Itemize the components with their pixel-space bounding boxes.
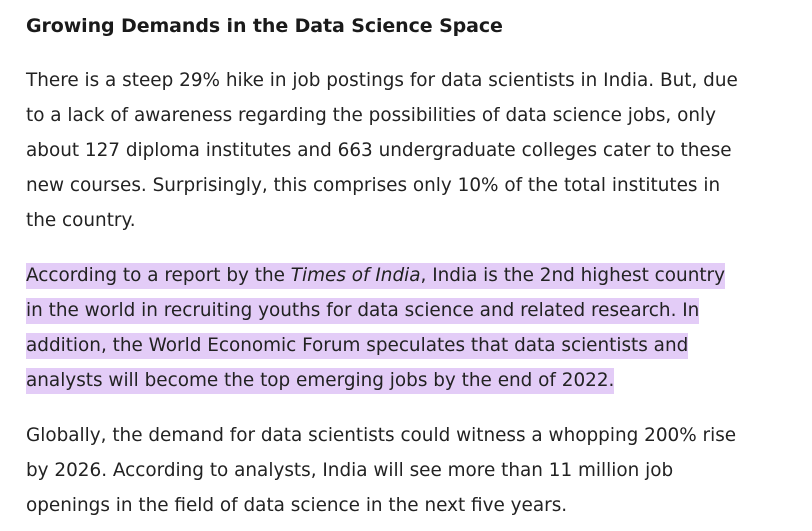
paragraph-line: about 127 diploma institutes and 663 und… [26,140,732,161]
highlight-span: According to a report by the Times of In… [26,263,726,289]
paragraph-line: There is a steep 29% hike in job posting… [26,70,738,91]
paragraph-global-demand: Globally, the demand for data scientists… [26,418,796,523]
paragraph-line: by 2026. According to analysts, India wi… [26,460,674,481]
paragraph-text: , India is the 2nd highest country [420,265,726,286]
highlighted-line: addition, the World Economic Forum specu… [26,328,796,363]
highlighted-line: analysts will become the top emerging jo… [26,363,796,398]
highlight-span: addition, the World Economic Forum specu… [26,333,689,359]
section-heading: Growing Demands in the Data Science Spac… [26,15,503,37]
paragraph-text: According to a report by the [26,265,291,286]
highlighted-line: According to a report by the Times of In… [26,258,796,293]
publication-name: Times of India [290,265,421,286]
paragraph-line: new courses. Surprisingly, this comprise… [26,175,721,196]
paragraph-job-postings: There is a steep 29% hike in job posting… [26,63,796,238]
highlighted-line: in the world in recruiting youths for da… [26,293,796,328]
paragraph-line: to a lack of awareness regarding the pos… [26,105,717,126]
paragraph-line: the country. [26,210,136,231]
highlight-span: analysts will become the top emerging jo… [26,368,615,394]
paragraph-line: openings in the field of data science in… [26,495,568,516]
highlighted-paragraph: According to a report by the Times of In… [26,258,796,398]
highlight-span: in the world in recruiting youths for da… [26,298,700,324]
paragraph-line: Globally, the demand for data scientists… [26,425,737,446]
